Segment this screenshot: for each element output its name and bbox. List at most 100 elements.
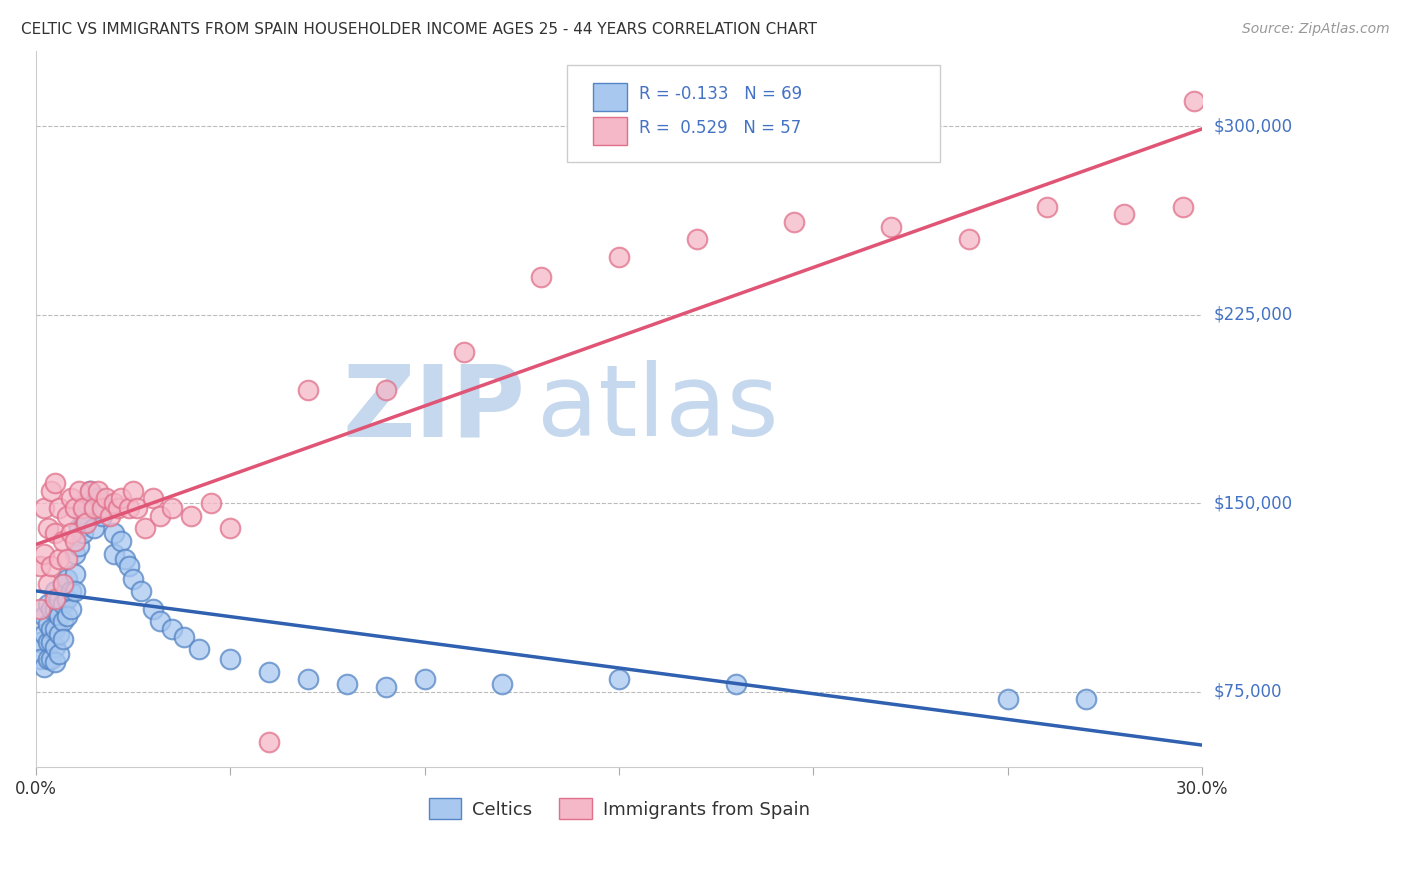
Point: [1184, 94, 1206, 108]
Point: [374, 680, 396, 694]
Point: [297, 672, 319, 686]
Point: [180, 508, 202, 523]
Point: [63, 584, 86, 599]
Point: [103, 496, 125, 510]
Text: CELTIC VS IMMIGRANTS FROM SPAIN HOUSEHOLDER INCOME AGES 25 - 44 YEARS CORRELATIO: CELTIC VS IMMIGRANTS FROM SPAIN HOUSEHOL…: [21, 22, 817, 37]
Point: [413, 672, 436, 686]
Point: [32, 501, 55, 516]
Point: [44, 476, 66, 491]
Point: [63, 566, 86, 581]
Text: ZIP: ZIP: [343, 360, 526, 458]
Point: [724, 677, 747, 691]
Point: [257, 665, 280, 679]
Point: [48, 591, 70, 606]
Point: [52, 533, 75, 548]
Point: [87, 483, 110, 498]
Point: [83, 501, 105, 516]
Point: [44, 602, 66, 616]
Point: [41, 652, 63, 666]
Point: [28, 652, 51, 666]
Point: [374, 383, 396, 397]
Point: [122, 483, 145, 498]
Point: [219, 652, 242, 666]
Point: [37, 576, 59, 591]
Point: [997, 692, 1019, 706]
Point: [491, 677, 513, 691]
Point: [48, 501, 70, 516]
Point: [37, 521, 59, 535]
Text: atlas: atlas: [537, 360, 779, 458]
Point: [1074, 692, 1097, 706]
Point: [880, 219, 903, 234]
Text: Source: ZipAtlas.com: Source: ZipAtlas.com: [1241, 22, 1389, 37]
Point: [52, 576, 75, 591]
Point: [98, 508, 121, 523]
Point: [686, 232, 709, 246]
Point: [37, 652, 59, 666]
Point: [91, 501, 114, 516]
Point: [257, 735, 280, 749]
FancyBboxPatch shape: [593, 118, 627, 145]
Point: [149, 508, 172, 523]
Point: [1035, 200, 1057, 214]
Point: [44, 526, 66, 541]
Point: [59, 602, 82, 616]
Point: [44, 584, 66, 599]
Point: [56, 551, 79, 566]
Point: [91, 508, 114, 523]
Point: [28, 602, 51, 616]
Point: [160, 501, 183, 516]
Point: [114, 551, 136, 566]
Point: [957, 232, 980, 246]
Point: [297, 383, 319, 397]
Point: [129, 584, 152, 599]
Point: [783, 214, 806, 228]
Point: [173, 630, 195, 644]
Point: [107, 501, 129, 516]
Point: [103, 547, 125, 561]
Point: [67, 539, 90, 553]
Point: [63, 533, 86, 548]
Point: [56, 508, 79, 523]
Point: [48, 627, 70, 641]
Point: [41, 622, 63, 636]
Point: [63, 501, 86, 516]
Point: [142, 602, 165, 616]
Point: [607, 250, 630, 264]
Point: [103, 526, 125, 541]
Point: [56, 609, 79, 624]
Point: [72, 526, 94, 541]
Text: $75,000: $75,000: [1213, 683, 1282, 701]
Point: [37, 616, 59, 631]
Text: $150,000: $150,000: [1213, 494, 1292, 512]
Text: $300,000: $300,000: [1213, 117, 1292, 135]
Point: [79, 483, 101, 498]
Point: [52, 632, 75, 646]
Point: [336, 677, 359, 691]
FancyBboxPatch shape: [567, 65, 939, 161]
Point: [32, 609, 55, 624]
Point: [76, 514, 98, 528]
Point: [52, 597, 75, 611]
Point: [67, 521, 90, 535]
Point: [72, 501, 94, 516]
Text: R =  0.529   N = 57: R = 0.529 N = 57: [638, 119, 801, 137]
Point: [41, 559, 63, 574]
Point: [76, 516, 98, 531]
Point: [83, 501, 105, 516]
Point: [59, 491, 82, 506]
Point: [59, 526, 82, 541]
FancyBboxPatch shape: [593, 83, 627, 111]
Point: [48, 609, 70, 624]
Point: [67, 483, 90, 498]
Point: [134, 521, 156, 535]
Point: [125, 501, 148, 516]
Point: [87, 491, 110, 506]
Point: [28, 559, 51, 574]
Point: [28, 634, 51, 648]
Point: [1171, 200, 1194, 214]
Point: [122, 572, 145, 586]
Point: [48, 647, 70, 661]
Point: [52, 615, 75, 629]
Point: [59, 584, 82, 599]
